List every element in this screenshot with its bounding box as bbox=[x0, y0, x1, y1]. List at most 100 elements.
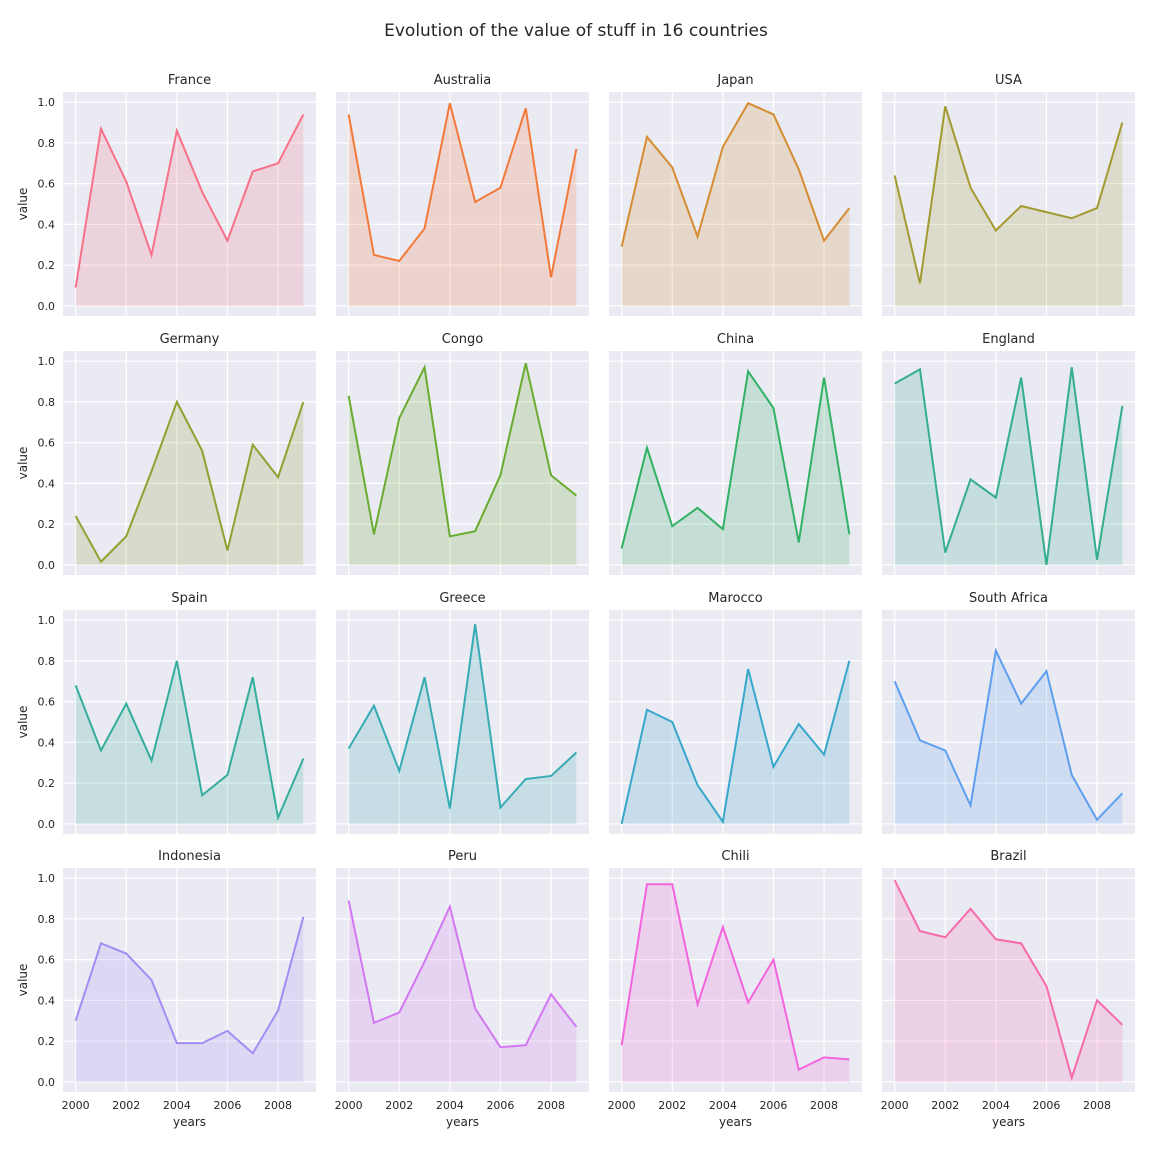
series-line bbox=[620, 660, 851, 825]
panel-title: Greece bbox=[439, 591, 485, 606]
x-axis-label: years bbox=[446, 1115, 479, 1129]
panel-usa: USA bbox=[882, 73, 1135, 316]
x-tick-label: 2004 bbox=[163, 1099, 191, 1112]
series-line bbox=[74, 916, 305, 1055]
panel-indonesia: 0.0 0.2 0.4 0.6 0.8 1.0 2000 2002 2004 2006 2008 In… bbox=[16, 849, 316, 1129]
y-tick-label: 0.4 bbox=[38, 477, 56, 490]
panel-title: USA bbox=[995, 73, 1022, 88]
y-tick-label: 1.0 bbox=[38, 872, 56, 885]
area-fill bbox=[894, 106, 1123, 306]
panel-congo: Congo bbox=[336, 332, 589, 575]
panel-title: Germany bbox=[160, 332, 220, 347]
series-line bbox=[74, 399, 305, 564]
area-fill bbox=[348, 103, 577, 306]
panel-chili: 2000 2002 2004 2006 2008 Chili years bbox=[608, 849, 862, 1129]
area-fill bbox=[348, 900, 577, 1082]
series-line bbox=[347, 900, 578, 1049]
area-fill bbox=[621, 103, 850, 306]
panel-england: England bbox=[882, 332, 1135, 575]
panel-peru: 2000 2002 2004 2006 2008 Peru years bbox=[335, 849, 589, 1129]
panel-background bbox=[882, 610, 1135, 834]
y-tick-label: 0.0 bbox=[38, 818, 56, 831]
y-tick-label: 0.2 bbox=[38, 259, 56, 272]
area-fill bbox=[894, 650, 1123, 824]
y-tick-label: 1.0 bbox=[38, 614, 56, 627]
panel-marocco: Marocco bbox=[609, 591, 862, 834]
panel-background bbox=[882, 868, 1135, 1092]
area-fill bbox=[621, 660, 850, 824]
series-line bbox=[620, 883, 850, 1072]
panel-south-africa: South Africa bbox=[882, 591, 1135, 834]
x-tick-label: 2006 bbox=[1032, 1099, 1060, 1112]
panel-background bbox=[336, 92, 589, 316]
x-tick-label: 2006 bbox=[759, 1099, 787, 1112]
y-tick-label: 0.4 bbox=[38, 736, 56, 749]
panel-title: Peru bbox=[448, 849, 477, 864]
y-tick-label: 0.4 bbox=[38, 218, 56, 231]
series-line bbox=[74, 660, 305, 822]
panel-title: Congo bbox=[442, 332, 484, 347]
y-tick-label: 0.8 bbox=[38, 913, 56, 926]
y-tick-label: 0.8 bbox=[38, 137, 56, 150]
area-fill bbox=[348, 363, 577, 565]
area-fill bbox=[75, 114, 304, 306]
panel-china: China bbox=[609, 332, 862, 575]
x-tick-label: 2002 bbox=[931, 1099, 959, 1112]
area-fill bbox=[75, 916, 304, 1082]
panel-background bbox=[882, 92, 1135, 316]
series-line bbox=[347, 624, 578, 810]
panel-title: Marocco bbox=[708, 591, 762, 606]
panel-japan: Japan bbox=[609, 73, 862, 316]
x-axis-label: years bbox=[992, 1115, 1025, 1129]
y-tick-label: 1.0 bbox=[38, 355, 56, 368]
series-line bbox=[893, 647, 1124, 822]
y-tick-label: 0.6 bbox=[38, 437, 56, 450]
area-fill bbox=[621, 371, 850, 565]
panel-background bbox=[609, 868, 862, 1092]
panel-background bbox=[609, 610, 862, 834]
x-tick-label: 2004 bbox=[709, 1099, 737, 1112]
x-tick-label: 2004 bbox=[436, 1099, 464, 1112]
panel-brazil: 2000 2002 2004 2006 2008 Brazil years bbox=[881, 849, 1135, 1129]
x-tick-label: 2008 bbox=[537, 1099, 565, 1112]
y-tick-label: 0.6 bbox=[38, 178, 56, 191]
area-fill bbox=[621, 884, 850, 1082]
x-tick-label: 2008 bbox=[810, 1099, 838, 1112]
y-axis-label: value bbox=[16, 706, 30, 739]
x-tick-label: 2002 bbox=[658, 1099, 686, 1112]
x-tick-label: 2004 bbox=[982, 1099, 1010, 1112]
y-tick-label: 1.0 bbox=[38, 96, 56, 109]
series-line bbox=[347, 102, 578, 278]
panel-title: Brazil bbox=[990, 849, 1026, 864]
y-tick-label: 0.2 bbox=[38, 518, 56, 531]
x-tick-label: 2008 bbox=[264, 1099, 292, 1112]
y-tick-label: 0.0 bbox=[38, 300, 56, 313]
series-line bbox=[74, 113, 305, 288]
panel-title: Indonesia bbox=[158, 849, 221, 864]
x-tick-label: 2000 bbox=[881, 1099, 909, 1112]
series-line bbox=[893, 879, 1124, 1082]
y-tick-label: 0.0 bbox=[38, 1076, 56, 1089]
panel-title: South Africa bbox=[969, 591, 1048, 606]
x-axis-label: years bbox=[173, 1115, 206, 1129]
panel-france: 0.0 0.2 0.4 0.6 0.8 1.0 France value bbox=[16, 73, 316, 316]
x-tick-label: 2002 bbox=[385, 1099, 413, 1112]
panel-title: Australia bbox=[434, 73, 492, 88]
y-tick-label: 0.6 bbox=[38, 696, 56, 709]
y-tick-label: 0.8 bbox=[38, 396, 56, 409]
panel-title: Japan bbox=[716, 73, 753, 88]
y-tick-label: 0.4 bbox=[38, 994, 56, 1007]
panel-background bbox=[336, 868, 589, 1092]
y-axis-label: value bbox=[16, 447, 30, 480]
panel-background bbox=[63, 351, 316, 575]
area-fill bbox=[348, 624, 577, 824]
x-tick-label: 2008 bbox=[1083, 1099, 1111, 1112]
y-axis-label: value bbox=[16, 188, 30, 221]
series-line bbox=[893, 105, 1124, 284]
series-line bbox=[620, 368, 851, 549]
series-line bbox=[620, 101, 851, 247]
panel-title: England bbox=[982, 332, 1035, 347]
x-tick-label: 2000 bbox=[62, 1099, 90, 1112]
panel-background bbox=[609, 92, 862, 316]
